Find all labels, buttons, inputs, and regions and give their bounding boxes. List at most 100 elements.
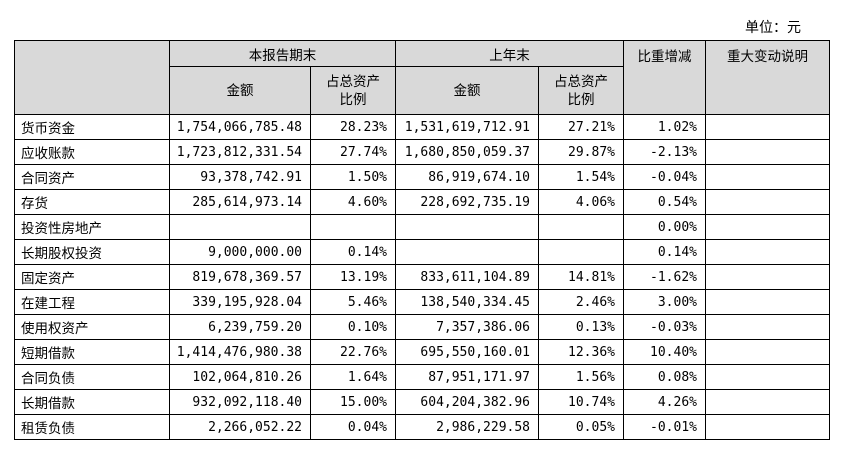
table-row: 使用权资产 6,239,759.20 0.10% 7,357,386.06 0.13% -… (14, 314, 830, 340)
row-prior-amount: 1,531,619,712.91 (395, 114, 539, 140)
row-prior-amount: 2,986,229.58 (395, 414, 539, 440)
header-item-blank (14, 40, 170, 115)
row-prior-pct: 1.56% (538, 364, 624, 390)
row-current-pct: 0.04% (310, 414, 396, 440)
row-prior-pct (538, 214, 624, 240)
row-change-note (705, 139, 830, 165)
row-prior-pct: 29.87% (538, 139, 624, 165)
row-weight-change: 0.54% (623, 189, 706, 215)
row-change-note (705, 264, 830, 290)
row-current-pct: 1.50% (310, 164, 396, 190)
row-current-amount: 9,000,000.00 (169, 239, 311, 265)
row-item-label: 应收账款 (14, 139, 170, 165)
header-cur-pct-line2: 比例 (339, 91, 367, 108)
row-item-label: 合同负债 (14, 364, 170, 390)
row-weight-change: 10.40% (623, 339, 706, 365)
row-item-label: 使用权资产 (14, 314, 170, 340)
table-row: 租赁负债 2,266,052.22 0.04% 2,986,229.58 0.05% -0… (14, 414, 830, 440)
row-weight-change: 1.02% (623, 114, 706, 140)
row-current-pct: 13.19% (310, 264, 396, 290)
row-current-amount (169, 214, 311, 240)
table-row: 长期股权投资 9,000,000.00 0.14% 0.14% (14, 239, 830, 265)
row-prior-amount: 604,204,382.96 (395, 389, 539, 415)
row-change-note (705, 189, 830, 215)
row-current-amount: 93,378,742.91 (169, 164, 311, 190)
table-row: 短期借款 1,414,476,980.38 22.76% 695,550,160.01… (14, 339, 830, 365)
table-row: 在建工程 339,195,928.04 5.46% 138,540,334.45 2.4… (14, 289, 830, 315)
row-item-label: 投资性房地产 (14, 214, 170, 240)
table-row: 长期借款 932,092,118.40 15.00% 604,204,382.96 10… (14, 389, 830, 415)
row-current-amount: 1,754,066,785.48 (169, 114, 311, 140)
row-change-note (705, 389, 830, 415)
row-current-amount: 1,723,812,331.54 (169, 139, 311, 165)
row-change-note (705, 339, 830, 365)
row-item-label: 长期借款 (14, 389, 170, 415)
header-cur-amount: 金额 (169, 66, 311, 115)
row-change-note (705, 364, 830, 390)
row-change-note (705, 214, 830, 240)
table-row: 固定资产 819,678,369.57 13.19% 833,611,104.89 14… (14, 264, 830, 290)
row-weight-change: 3.00% (623, 289, 706, 315)
row-current-pct: 15.00% (310, 389, 396, 415)
header-prior-year-end: 上年末 (395, 40, 624, 67)
header-row-sub: 金额 占总资产 比例 金额 占总资产 比例 (15, 66, 830, 115)
row-weight-change: -0.03% (623, 314, 706, 340)
row-change-note (705, 239, 830, 265)
table-row: 货币资金 1,754,066,785.48 28.23% 1,531,619,712.… (14, 114, 830, 140)
header-major-change-desc: 重大变动说明 (705, 40, 830, 115)
row-weight-change: -0.01% (623, 414, 706, 440)
row-item-label: 长期股权投资 (14, 239, 170, 265)
row-prior-pct: 0.13% (538, 314, 624, 340)
header-cur-pct-line1: 占总资产 (326, 73, 380, 90)
row-prior-pct: 0.05% (538, 414, 624, 440)
row-change-note (705, 414, 830, 440)
header-prev-amount: 金额 (395, 66, 539, 115)
row-item-label: 存货 (14, 189, 170, 215)
table-row: 合同负债 102,064,810.26 1.64% 87,951,171.97 1.56… (14, 364, 830, 390)
header-current-period: 本报告期末 (169, 40, 396, 67)
header-prev-pct: 占总资产 比例 (538, 66, 624, 115)
row-prior-amount: 86,919,674.10 (395, 164, 539, 190)
row-current-amount: 102,064,810.26 (169, 364, 311, 390)
row-prior-amount (395, 214, 539, 240)
row-weight-change: -0.04% (623, 164, 706, 190)
row-change-note (705, 164, 830, 190)
row-change-note (705, 289, 830, 315)
row-weight-change: -1.62% (623, 264, 706, 290)
row-prior-amount: 833,611,104.89 (395, 264, 539, 290)
table-row: 存货 285,614,973.14 4.60% 228,692,735.19 4.06%… (14, 189, 830, 215)
row-current-pct (310, 214, 396, 240)
row-current-amount: 285,614,973.14 (169, 189, 311, 215)
row-prior-pct (538, 239, 624, 265)
row-item-label: 租赁负债 (14, 414, 170, 440)
row-prior-amount: 695,550,160.01 (395, 339, 539, 365)
header-row-top: 本报告期末 上年末 比重增减 重大变动说明 (14, 40, 830, 115)
row-prior-pct: 12.36% (538, 339, 624, 365)
row-current-pct: 22.76% (310, 339, 396, 365)
row-item-label: 固定资产 (14, 264, 170, 290)
row-prior-amount: 7,357,386.06 (395, 314, 539, 340)
unit-label: 单位：元 (745, 20, 801, 36)
row-current-pct: 5.46% (310, 289, 396, 315)
row-current-pct: 28.23% (310, 114, 396, 140)
header-cur-pct: 占总资产 比例 (310, 66, 396, 115)
row-current-pct: 0.14% (310, 239, 396, 265)
row-prior-pct: 2.46% (538, 289, 624, 315)
row-prior-pct: 10.74% (538, 389, 624, 415)
row-prior-pct: 1.54% (538, 164, 624, 190)
row-current-pct: 1.64% (310, 364, 396, 390)
header-weight-change: 比重增减 (623, 40, 706, 115)
row-change-note (705, 314, 830, 340)
row-prior-amount: 1,680,850,059.37 (395, 139, 539, 165)
row-weight-change: 0.00% (623, 214, 706, 240)
row-item-label: 短期借款 (14, 339, 170, 365)
table-row: 合同资产 93,378,742.91 1.50% 86,919,674.10 1.54%… (14, 164, 830, 190)
row-current-amount: 2,266,052.22 (169, 414, 311, 440)
row-weight-change: 4.26% (623, 389, 706, 415)
table-row: 投资性房地产 0.00% (14, 214, 830, 240)
row-current-amount: 1,414,476,980.38 (169, 339, 311, 365)
row-current-amount: 932,092,118.40 (169, 389, 311, 415)
row-item-label: 在建工程 (14, 289, 170, 315)
row-weight-change: 0.14% (623, 239, 706, 265)
row-current-amount: 339,195,928.04 (169, 289, 311, 315)
